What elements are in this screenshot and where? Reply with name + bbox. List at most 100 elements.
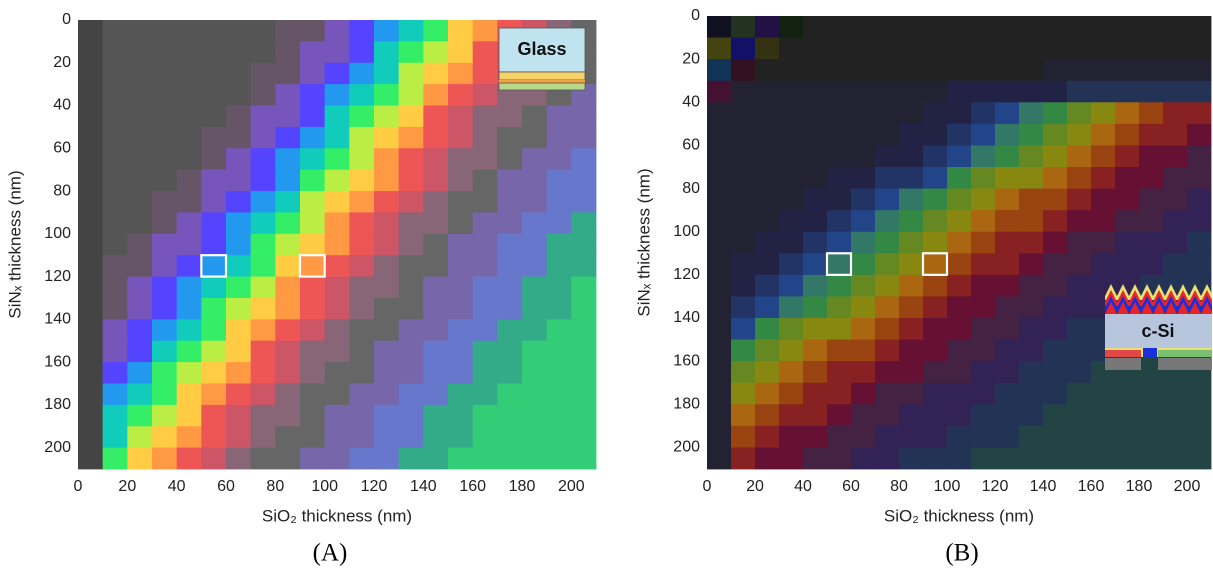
cell [1043, 232, 1067, 254]
cell [473, 148, 498, 170]
cell [971, 404, 995, 426]
cell [1067, 404, 1091, 426]
cell [275, 84, 300, 106]
x-tick-label: 20 [118, 478, 136, 495]
cell [300, 319, 325, 341]
cell [177, 255, 202, 277]
cell [374, 448, 399, 470]
cell [1163, 426, 1187, 448]
cell [522, 362, 547, 384]
cell [827, 426, 851, 448]
cell [1163, 145, 1187, 167]
x-tick-label: 180 [509, 478, 536, 495]
cell [779, 426, 803, 448]
x-tick-label: 180 [1126, 478, 1153, 495]
cell [423, 255, 448, 277]
cell [349, 148, 374, 170]
cell [731, 447, 755, 469]
cell [399, 84, 424, 106]
cell [152, 41, 177, 63]
cell [177, 383, 202, 405]
cell [78, 212, 103, 234]
cell [78, 127, 103, 149]
cell [875, 340, 899, 362]
cell [1043, 404, 1067, 426]
cell [448, 255, 473, 277]
cell [1043, 383, 1067, 405]
cell [547, 127, 572, 149]
x-tick-label: 100 [311, 478, 338, 495]
cell [1115, 426, 1139, 448]
cell [522, 298, 547, 320]
cell [803, 296, 827, 318]
cell [851, 253, 875, 275]
cell [152, 298, 177, 320]
cell [755, 102, 779, 124]
cell [995, 167, 1019, 189]
cell [1115, 124, 1139, 146]
x-tick-label: 0 [74, 478, 83, 495]
cell [1115, 167, 1139, 189]
cell [947, 38, 971, 60]
cell [201, 170, 226, 192]
cell [226, 212, 251, 234]
cell [497, 127, 522, 149]
cell [448, 20, 473, 42]
cell [78, 277, 103, 299]
cell [923, 253, 947, 275]
cell [731, 102, 755, 124]
cell [78, 234, 103, 256]
cell [779, 447, 803, 469]
rear-stripes [1105, 350, 1141, 357]
cell [325, 426, 350, 448]
cell [399, 234, 424, 256]
cell [325, 20, 350, 42]
cell [803, 383, 827, 405]
cell [374, 84, 399, 106]
cell [473, 41, 498, 63]
cell [779, 59, 803, 81]
cell [325, 255, 350, 277]
figure: (A) (B) 02040608010012014016018020002040… [0, 0, 1213, 572]
cell [1067, 210, 1091, 232]
cell [1019, 296, 1043, 318]
cell [1067, 102, 1091, 124]
cell [300, 448, 325, 470]
cell [423, 277, 448, 299]
cell [731, 275, 755, 297]
cell [325, 191, 350, 213]
cell [707, 145, 731, 167]
cell [374, 383, 399, 405]
cell [152, 191, 177, 213]
cell [1163, 210, 1187, 232]
cell [300, 20, 325, 42]
cell [1187, 383, 1211, 405]
cell [779, 340, 803, 362]
cell [448, 84, 473, 106]
cell [349, 383, 374, 405]
cell [547, 191, 572, 213]
cell [152, 127, 177, 149]
cell [275, 106, 300, 128]
cell [947, 189, 971, 211]
cell [1067, 318, 1091, 340]
cell [1043, 296, 1067, 318]
cell [1091, 16, 1115, 38]
cell [251, 426, 276, 448]
cell [947, 383, 971, 405]
cell [803, 275, 827, 297]
cell [899, 16, 923, 38]
cell [1043, 318, 1067, 340]
cell [177, 106, 202, 128]
cell [707, 232, 731, 254]
cell [803, 145, 827, 167]
cell [803, 340, 827, 362]
cell [1115, 145, 1139, 167]
cell [374, 20, 399, 42]
cell [923, 102, 947, 124]
cell [177, 405, 202, 427]
cell [731, 426, 755, 448]
cell [127, 106, 152, 128]
cell [275, 405, 300, 427]
cell [374, 341, 399, 363]
